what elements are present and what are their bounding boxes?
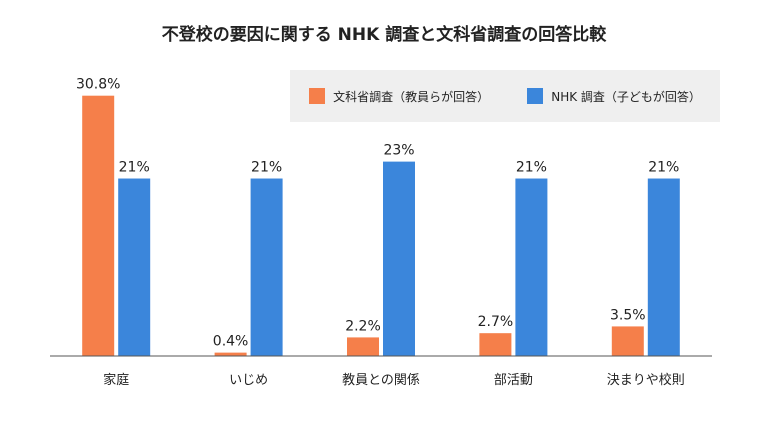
legend-label-0: 文科省調査（教員らが回答） [333,89,490,104]
data-label-s0-c0: 30.8% [76,77,120,93]
chart-title: 不登校の要因に関する NHK 調査と文科省調査の回答比較 [161,25,607,45]
data-label-s0-c4: 3.5% [610,307,646,323]
data-label-s1-c3: 21% [516,160,547,176]
bar-s1-c3 [515,178,548,356]
data-label-s1-c1: 21% [251,160,282,176]
data-label-s0-c1: 0.4% [213,334,249,350]
bar-s1-c4 [647,178,680,356]
data-label-s1-c0: 21% [119,160,150,176]
data-label-s0-c2: 2.2% [345,318,381,334]
x-tick-label-3: 部活動 [494,373,533,388]
bar-s0-c4 [611,326,644,356]
x-tick-label-4: 決まりや校則 [607,372,685,388]
data-label-s0-c3: 2.7% [478,314,514,330]
bar-s1-c2 [383,161,415,356]
bar-s1-c1 [250,178,283,356]
legend-label-1: NHK 調査（子どもが回答） [551,89,701,104]
legend-swatch-0 [309,88,326,104]
data-label-s1-c2: 23% [383,143,414,159]
x-tick-label-0: 家庭 [103,372,129,388]
bar-s0-c3 [479,333,512,356]
legend-entry-1: NHK 調査（子どもが回答） [527,88,701,105]
bar-s0-c1 [214,352,247,356]
legend: 文科省調査（教員らが回答） NHK 調査（子どもが回答） [290,70,720,122]
legend-swatch-1 [527,88,544,104]
bar-s0-c2 [347,337,379,356]
x-tick-label-1: いじめ [229,373,268,388]
x-tick-label-2: 教員との関係 [342,372,420,388]
legend-entry-0: 文科省調査（教員らが回答） [309,88,489,105]
data-label-s1-c4: 21% [648,160,679,176]
bar-s1-c0 [118,178,151,356]
bar-s0-c0 [82,95,115,357]
